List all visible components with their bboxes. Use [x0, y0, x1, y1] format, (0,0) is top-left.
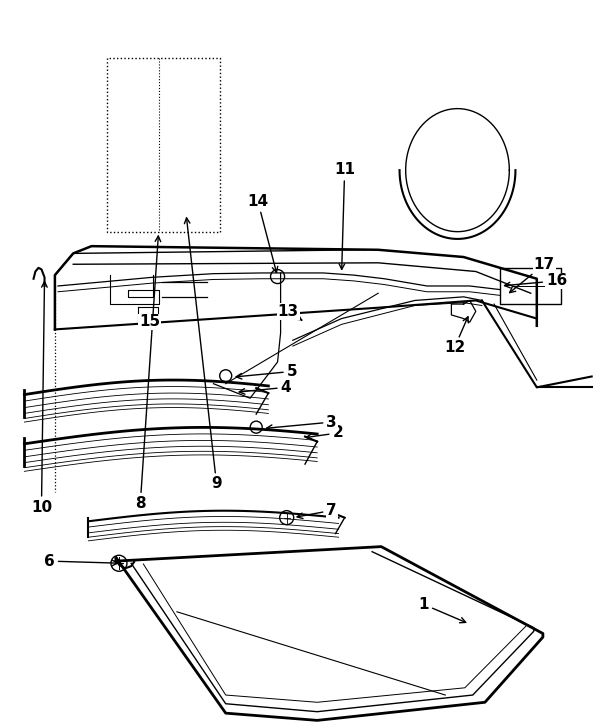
Text: 2: 2 — [306, 426, 343, 440]
Text: 10: 10 — [31, 282, 52, 515]
Text: 14: 14 — [247, 194, 278, 272]
Text: 15: 15 — [139, 314, 160, 329]
Text: 16: 16 — [504, 274, 567, 288]
Text: 17: 17 — [509, 257, 555, 292]
Text: 3: 3 — [267, 415, 337, 431]
Text: 1: 1 — [418, 597, 465, 623]
Text: 4: 4 — [239, 380, 291, 395]
Text: 6: 6 — [44, 554, 118, 568]
Text: 13: 13 — [278, 304, 302, 320]
Text: 8: 8 — [135, 236, 160, 511]
Text: 9: 9 — [184, 218, 222, 492]
Text: 7: 7 — [297, 503, 337, 518]
Text: 5: 5 — [236, 364, 297, 379]
Text: 11: 11 — [334, 162, 355, 269]
Text: 12: 12 — [444, 316, 468, 355]
